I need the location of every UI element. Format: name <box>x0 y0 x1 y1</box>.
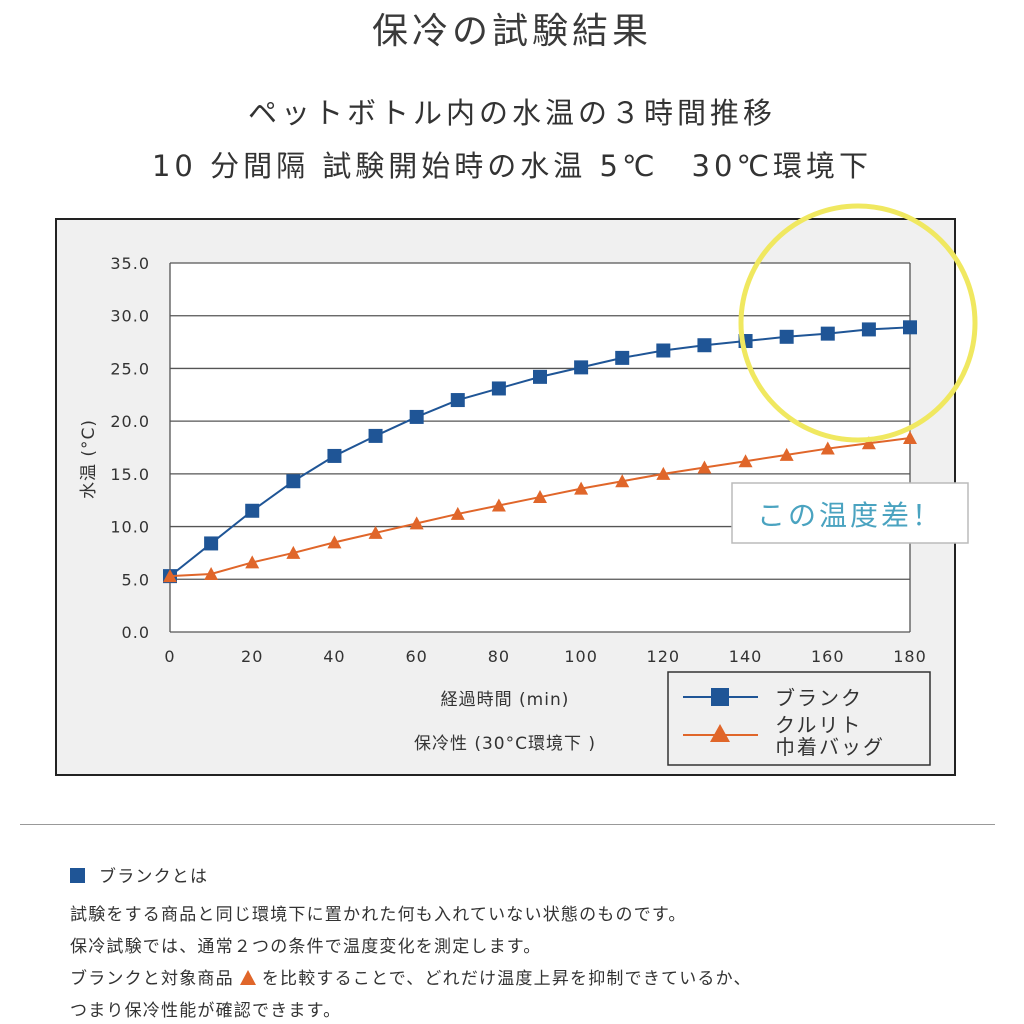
data-point-product <box>574 481 589 495</box>
y-tick-label: 10.0 <box>110 518 150 537</box>
data-point-blank <box>286 474 301 489</box>
data-point-blank <box>779 329 794 344</box>
x-tick-labels: 0 20 40 60 80 100 120 140 160 180 <box>164 647 927 666</box>
data-point-blank <box>615 350 630 365</box>
data-point-blank <box>533 369 547 384</box>
data-point-blank <box>327 448 342 463</box>
x-tick-label: 180 <box>893 647 927 666</box>
notes-heading: ブランクとは <box>70 862 208 887</box>
x-tick-label: 40 <box>323 647 345 666</box>
highlight-circle <box>738 203 978 443</box>
data-point-blank <box>409 409 424 424</box>
data-point-product <box>697 460 712 474</box>
data-point-blank <box>368 428 383 443</box>
data-point-blank <box>656 343 671 358</box>
legend-box <box>667 671 931 766</box>
y-tick-label: 15.0 <box>110 465 150 484</box>
x-tick-label: 20 <box>241 647 263 666</box>
x-tick-label: 120 <box>647 647 681 666</box>
x-tick-label: 0 <box>164 647 175 666</box>
data-point-blank <box>245 503 260 518</box>
data-point-blank <box>861 322 876 337</box>
legend-label-blank: ブランク <box>775 686 863 710</box>
data-point-product <box>738 454 753 468</box>
x-tick-label: 60 <box>405 647 427 666</box>
blue-square-icon <box>70 868 85 883</box>
notes-line-3: ブランクと対象商品 を比較することで、どれだけ温度上昇を抑制できているか、 <box>70 969 752 989</box>
data-point-product <box>820 441 835 455</box>
y-tick-label: 20.0 <box>110 412 150 431</box>
data-point-product <box>861 436 876 450</box>
legend-marker-blank <box>711 688 729 706</box>
data-point-product <box>450 506 465 520</box>
y-tick-label: 25.0 <box>110 359 150 378</box>
subtitle-conditions: 10 分間隔 試験開始時の水温 5℃ 30℃環境下 <box>151 149 873 183</box>
y-tick-labels: 0.0 5.0 10.0 15.0 20.0 25.0 30.0 35.0 <box>110 254 150 642</box>
y-axis-label: 水温 (°C) <box>79 419 99 499</box>
chart-series <box>163 320 917 584</box>
orange-triangle-icon <box>239 970 256 985</box>
annotation-box <box>731 482 969 544</box>
data-point-product <box>656 466 671 480</box>
plot-area <box>170 263 910 632</box>
x-axis-label: 経過時間 (min) <box>441 690 570 710</box>
data-point-blank <box>204 536 219 551</box>
data-point-blank <box>574 360 589 375</box>
y-tick-label: 0.0 <box>122 623 150 642</box>
notes-line-4: つまり保冷性能が確認できます。 <box>70 1001 342 1021</box>
data-point-product <box>779 447 794 461</box>
data-point-blank <box>450 393 465 408</box>
data-point-product <box>533 490 547 504</box>
notes-line-1: 試験をする商品と同じ環境下に置かれた何も入れていない状態のものです。 <box>70 905 687 925</box>
data-point-product <box>245 555 260 569</box>
data-point-blank <box>820 326 835 341</box>
data-point-product <box>368 525 383 539</box>
y-tick-label: 35.0 <box>110 254 150 273</box>
annotation-text: この温度差！ <box>757 499 943 532</box>
data-point-product <box>491 498 506 512</box>
subtitle-trend: ペットボトル内の水温の３時間推移 <box>247 96 776 130</box>
data-point-blank <box>697 338 712 353</box>
data-point-product <box>204 567 219 581</box>
legend-label-product: クルリト巾着バッグ <box>775 713 885 759</box>
x-tick-label: 80 <box>488 647 510 666</box>
x-tick-label: 160 <box>811 647 845 666</box>
data-point-product <box>409 516 424 530</box>
section-divider <box>20 824 995 825</box>
x-tick-label: 140 <box>729 647 763 666</box>
data-point-product <box>327 535 342 549</box>
data-point-product <box>903 431 917 445</box>
notes-line-2: 保冷試験では、通常２つの条件で温度変化を測定します。 <box>70 937 542 957</box>
legend: ブランク クルリト巾着バッグ <box>667 671 931 766</box>
y-tick-label: 30.0 <box>110 307 150 326</box>
chart-grid <box>169 262 911 633</box>
data-point-product <box>286 545 301 559</box>
legend-marker-product <box>710 724 730 742</box>
data-point-product <box>163 569 177 583</box>
data-point-blank <box>903 320 917 335</box>
x-tick-label: 100 <box>564 647 598 666</box>
data-point-product <box>615 474 630 488</box>
x-axis-sublabel: 保冷性 (30°C環境下 ) <box>414 734 596 754</box>
y-tick-label: 5.0 <box>122 570 150 589</box>
data-point-blank <box>491 381 506 396</box>
page-title: 保冷の試験結果 <box>371 11 652 52</box>
